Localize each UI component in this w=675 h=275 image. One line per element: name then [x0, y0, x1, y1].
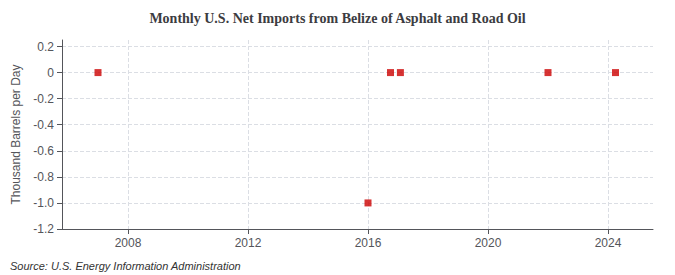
- svg-text:Monthly U.S. Net Imports from: Monthly U.S. Net Imports from Belize of …: [149, 11, 525, 26]
- svg-text:2008: 2008: [115, 236, 142, 250]
- svg-text:2020: 2020: [475, 236, 502, 250]
- svg-text:-1.2: -1.2: [33, 222, 54, 236]
- svg-text:2012: 2012: [235, 236, 262, 250]
- svg-text:2016: 2016: [355, 236, 382, 250]
- svg-text:Source: U.S. Energy Informatio: Source: U.S. Energy Information Administ…: [10, 260, 241, 272]
- svg-text:-0.4: -0.4: [33, 118, 54, 132]
- svg-text:-0.8: -0.8: [33, 170, 54, 184]
- svg-text:0.2: 0.2: [37, 40, 54, 54]
- svg-text:Thousand Barrels per Day: Thousand Barrels per Day: [9, 64, 23, 204]
- svg-text:-1.0: -1.0: [33, 196, 54, 210]
- svg-text:0: 0: [47, 66, 54, 80]
- svg-text:-0.2: -0.2: [33, 92, 54, 106]
- svg-text:2024: 2024: [595, 236, 622, 250]
- svg-text:-0.6: -0.6: [33, 144, 54, 158]
